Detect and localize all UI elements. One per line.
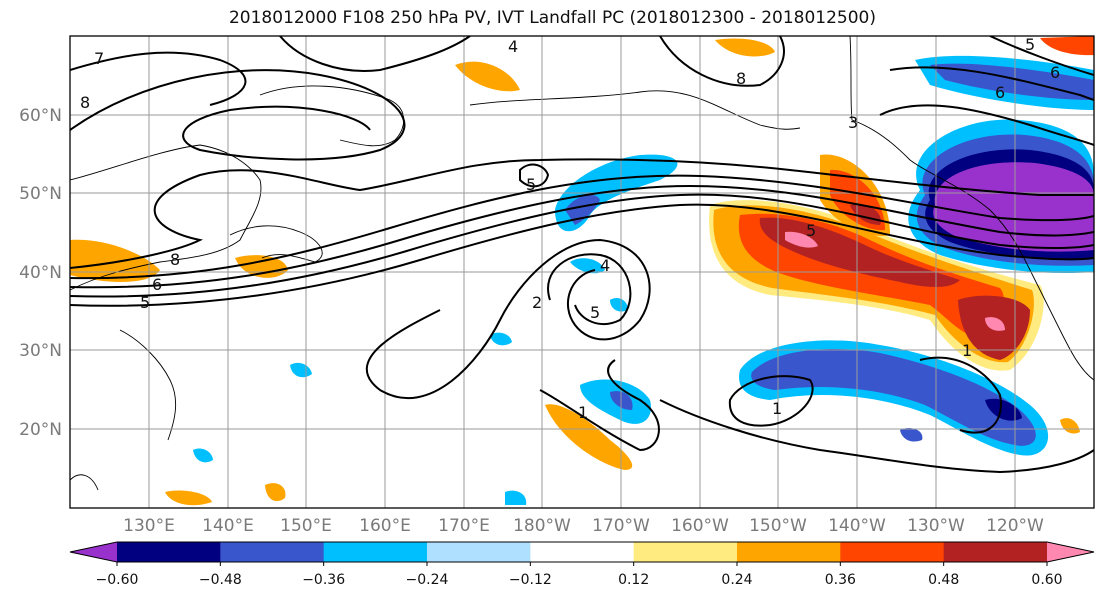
pv-contour-labels: 7 8 4 8 6 6 5 5 8 6 5 4 2 5 1 1 1 3 5 (80, 35, 1060, 422)
colorbar-segment (633, 542, 738, 562)
colorbar-extend-min (70, 542, 117, 562)
contour-label: 5 (1025, 35, 1035, 54)
colorbar-segments (70, 542, 1094, 562)
contour-label: 8 (170, 250, 180, 269)
colorbar-tick-label: −0.60 (96, 572, 139, 588)
lon-label: 180°W (513, 516, 571, 536)
coastlines (70, 36, 1094, 491)
lon-label: 150°W (749, 516, 807, 536)
colorbar-segment (427, 542, 531, 562)
colorbar-segment (943, 542, 1048, 562)
colorbar-segment (220, 542, 325, 562)
contour-label: 8 (80, 93, 90, 112)
latitude-labels: 20°N 30°N 40°N 50°N 60°N (19, 106, 62, 440)
colorbar-segment (840, 542, 945, 562)
colorbar-extend-max (1047, 542, 1094, 562)
contour-label: 5 (526, 175, 536, 194)
contour-label: 1 (962, 341, 972, 360)
lat-label: 60°N (19, 106, 62, 126)
colorbar-tick-label: −0.36 (302, 572, 345, 588)
contour-label: 8 (736, 69, 746, 88)
contour-label: 5 (590, 303, 600, 322)
lon-label: 130°E (123, 516, 175, 536)
pv-contours (70, 36, 1094, 474)
lat-label: 40°N (19, 263, 62, 283)
colorbar-tick-label: 0.48 (928, 572, 959, 588)
colorbar-tick-label: 0.60 (1031, 572, 1062, 588)
colorbar: −0.60 −0.48 −0.36 −0.24 −0.12 0.12 0.24 0.36 0.4… (69, 541, 1095, 588)
lon-label: 170°W (592, 516, 650, 536)
contour-label: 1 (578, 403, 588, 422)
contour-label: 3 (848, 113, 858, 132)
contour-label: 6 (152, 275, 162, 294)
contour-label: 1 (772, 399, 782, 418)
colorbar-tick-labels: −0.60 −0.48 −0.36 −0.24 −0.12 0.12 0.24 0.36 0.4… (96, 572, 1063, 588)
contour-label: 5 (140, 293, 150, 312)
colorbar-tick-label: 0.36 (825, 572, 856, 588)
lon-label: 160°E (359, 516, 411, 536)
colorbar-segment (117, 542, 221, 562)
colorbar-tick-label: −0.48 (199, 572, 242, 588)
map-title: 2018012000 F108 250 hPa PV, IVT Landfall… (228, 8, 876, 28)
contour-label: 4 (508, 37, 518, 56)
lon-label: 160°W (671, 516, 729, 536)
lon-label: 170°E (438, 516, 490, 536)
map-frame (69, 35, 1095, 509)
lat-label: 30°N (19, 341, 62, 361)
colorbar-segment (323, 542, 428, 562)
colorbar-segment (530, 542, 635, 562)
colorbar-tick-label: 0.24 (721, 572, 752, 588)
graticule (70, 36, 1094, 508)
lon-label: 130°W (907, 516, 965, 536)
colorbar-ticks (116, 562, 1048, 566)
colorbar-tick-label: −0.24 (406, 572, 449, 588)
lon-label: 120°W (986, 516, 1044, 536)
colorbar-segment (737, 542, 841, 562)
contour-label: 7 (94, 49, 104, 68)
lat-label: 50°N (19, 184, 62, 204)
contour-label: 6 (1050, 63, 1060, 82)
lon-label: 140°E (202, 516, 254, 536)
colorbar-tick-label: 0.12 (618, 572, 649, 588)
longitude-labels: 130°E 140°E 150°E 160°E 170°E 180°W 170°… (123, 516, 1044, 536)
contour-label: 6 (995, 83, 1005, 102)
contour-label: 5 (806, 221, 816, 240)
colorbar-tick-label: −0.12 (509, 572, 552, 588)
lon-label: 150°E (280, 516, 332, 536)
contour-label: 4 (600, 256, 610, 275)
contour-label: 2 (532, 293, 542, 312)
lat-label: 20°N (19, 420, 62, 440)
lon-label: 140°W (828, 516, 886, 536)
